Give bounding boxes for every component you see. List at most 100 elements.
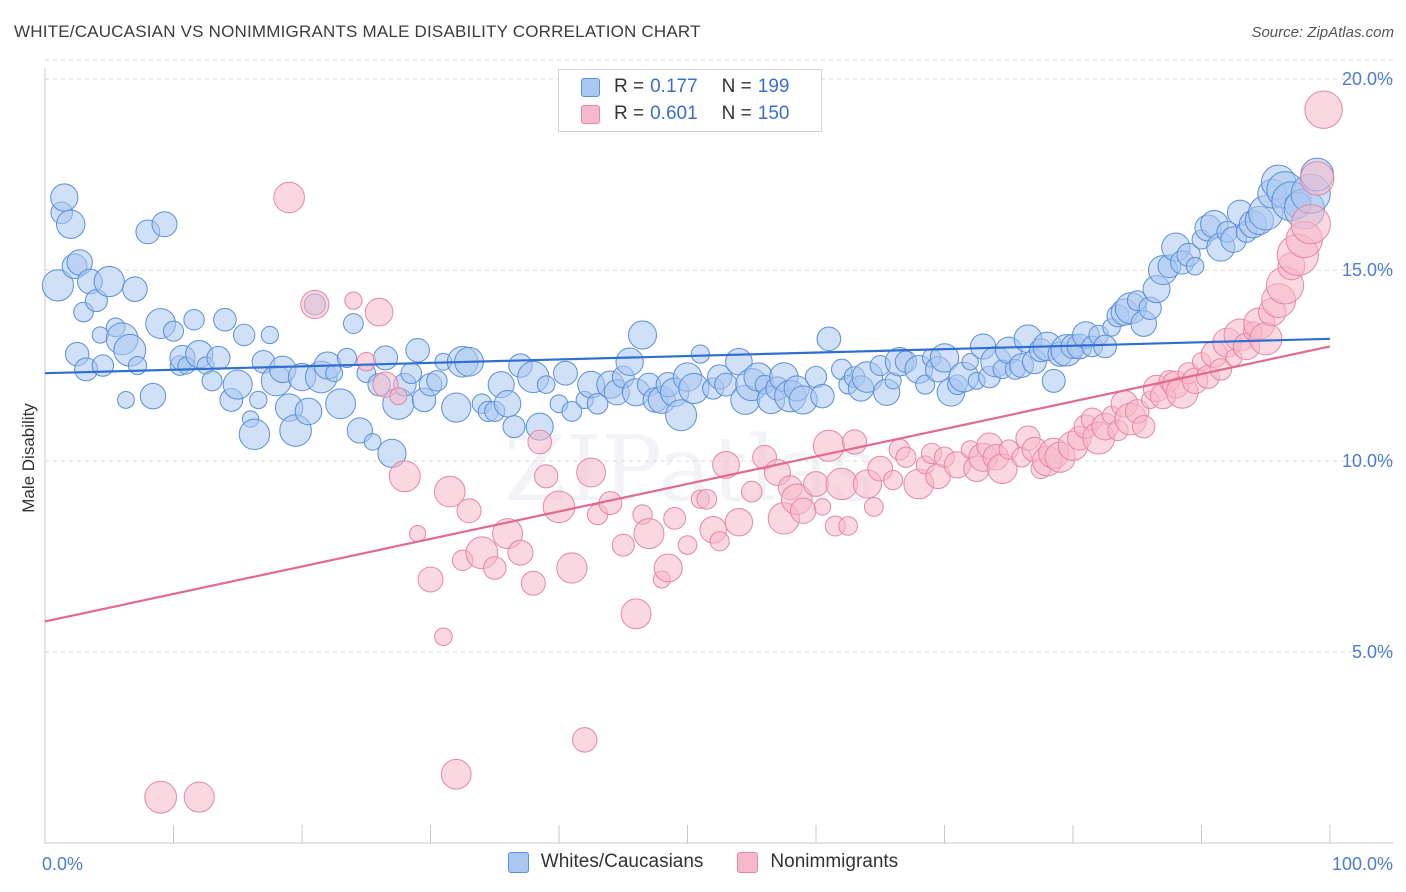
x-tick-label-max: 100.0% [1332,854,1393,874]
point-whites [260,325,279,345]
point-whites [93,265,125,298]
bottom-legend-whites: Whites/Caucasians [507,851,704,873]
point-whites [1185,256,1205,276]
point-nonimmigrants [883,470,904,491]
point-nonimmigrants [789,497,817,524]
point-nonimmigrants [433,475,466,508]
point-whites [561,400,583,422]
point-nonimmigrants [696,488,718,510]
point-nonimmigrants [576,457,607,488]
point-nonimmigrants [344,291,363,310]
bottom-legend-label: Whites/Caucasians [540,851,704,872]
point-nonimmigrants [1299,161,1335,196]
point-whites [929,343,960,373]
point-whites [163,320,184,342]
bottom-legend-swatch-blue [507,851,529,873]
legend: R = 0.177 N = 199 R = 0.601 N = 150 [558,69,822,132]
legend-swatch-blue [581,77,600,97]
point-whites [536,375,556,394]
point-whites [426,370,448,392]
point-whites [493,390,522,418]
source-label: Source: ZipAtlas.com [1251,24,1394,41]
point-nonimmigrants [482,556,507,580]
point-nonimmigrants [1131,414,1156,439]
point-nonimmigrants [611,533,635,557]
legend-r-value: 0.177 [650,76,698,97]
point-nonimmigrants [534,464,559,489]
point-whites [325,364,344,383]
point-nonimmigrants [633,518,665,550]
bottom-legend-label: Nonimmigrants [770,851,899,872]
point-whites [41,269,74,302]
y-tick-label: 5.0% [1352,642,1393,662]
legend-r-label: R = [614,103,645,124]
bottom-legend: Whites/Caucasians Nonimmigrants [0,851,1406,873]
y-tick-label: 15.0% [1342,260,1393,280]
point-whites [55,209,86,239]
point-whites [91,354,115,377]
point-nonimmigrants [653,553,683,583]
point-whites [325,388,356,420]
chart-title: WHITE/CAUCASIAN VS NONIMMIGRANTS MALE DI… [14,22,701,41]
point-whites [206,345,231,370]
point-nonimmigrants [542,490,576,524]
point-whites [363,433,382,451]
trend-line-nonimmigrants [44,345,1331,623]
point-nonimmigrants [388,460,421,493]
legend-row-whites: R = 0.177 N = 199 [581,75,789,99]
point-whites [213,307,237,332]
legend-n-value: 150 [757,103,790,124]
point-whites [1093,334,1117,359]
trend-lines [44,337,1331,623]
point-nonimmigrants [507,539,534,566]
y-tick-label: 20.0% [1342,69,1393,89]
point-whites [50,183,79,212]
point-nonimmigrants [144,780,178,814]
series-nonimmigrants-points [144,90,1343,814]
series-whites-points [41,157,1335,469]
point-whites [238,418,271,451]
point-whites [201,370,223,392]
point-nonimmigrants [803,471,829,497]
point-whites [502,415,526,439]
point-nonimmigrants [417,566,444,593]
point-nonimmigrants [527,429,553,455]
point-whites [232,323,256,347]
point-whites [615,347,644,376]
point-whites [294,397,323,426]
legend-r-value: 0.601 [650,103,698,124]
point-nonimmigrants [440,758,472,790]
point-whites [117,391,135,409]
legend-r-label: R = [614,76,645,97]
point-whites [336,347,358,369]
axes [44,68,1393,844]
point-whites [122,276,148,302]
legend-row-nonimmigrants: R = 0.601 N = 150 [581,102,789,126]
legend-n-label: N = [721,76,752,97]
point-whites [441,392,472,423]
point-nonimmigrants [838,516,858,536]
point-nonimmigrants [300,289,330,320]
tick-labels: 5.0% 10.0% 15.0% 20.0% 0.0% 100.0% [42,69,1393,874]
bottom-legend-swatch-pink [737,851,759,873]
point-nonimmigrants [356,352,376,372]
point-nonimmigrants [1249,322,1283,356]
point-nonimmigrants [273,181,305,214]
point-nonimmigrants [456,498,482,524]
point-whites [628,320,658,350]
point-nonimmigrants [364,297,394,327]
point-nonimmigrants [572,727,598,753]
point-whites [139,382,167,410]
y-axis-title: Male Disability [19,403,38,513]
point-whites [249,390,268,410]
legend-n-label: N = [721,103,752,124]
point-whites [816,326,842,352]
point-whites [1041,368,1066,393]
point-whites [151,211,178,238]
point-nonimmigrants [895,446,917,468]
point-nonimmigrants [663,506,687,530]
point-whites [586,392,609,415]
point-whites [400,362,423,385]
point-nonimmigrants [825,467,858,501]
point-nonimmigrants [520,570,546,596]
